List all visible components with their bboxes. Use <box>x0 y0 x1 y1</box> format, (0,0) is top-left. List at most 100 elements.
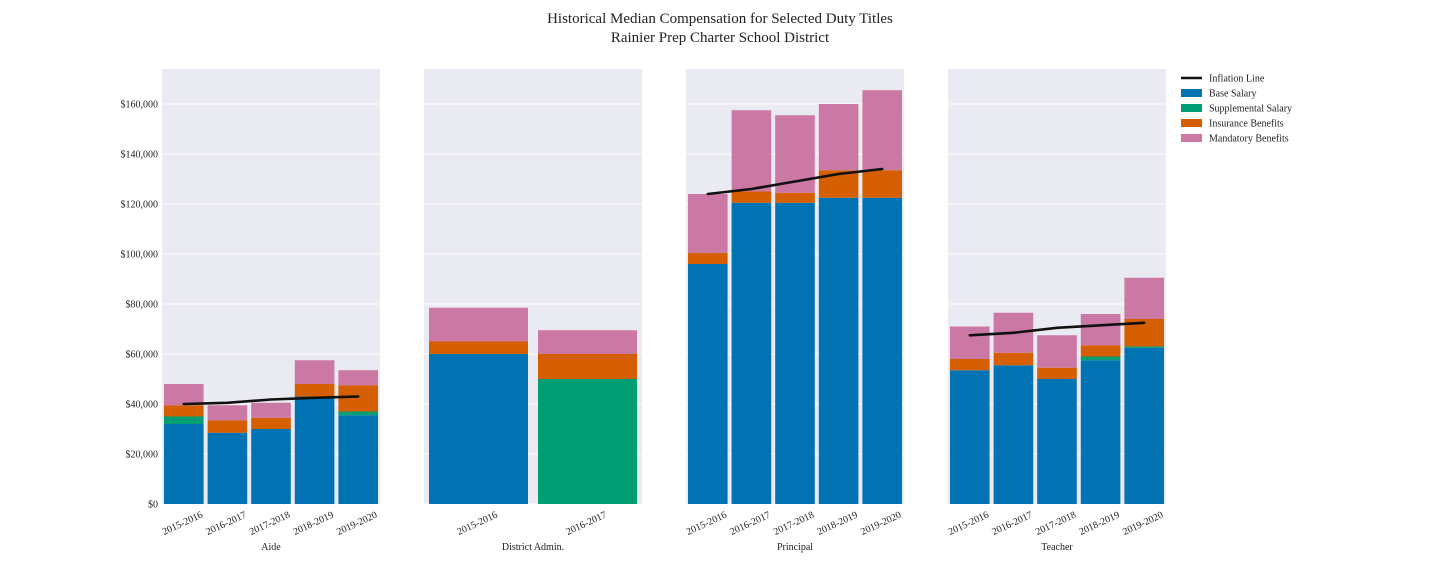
bar-insurance <box>251 417 291 429</box>
y-tick-label: $0 <box>148 500 158 511</box>
bar-base <box>775 202 815 504</box>
legend-label: Supplemental Salary <box>1209 104 1292 115</box>
inflation-line <box>968 321 1146 337</box>
bar-mandatory <box>950 326 990 359</box>
bar-mandatory <box>731 110 772 192</box>
bar-base <box>993 365 1034 504</box>
legend-swatch <box>1181 134 1202 142</box>
bar-supplemental <box>1124 346 1164 348</box>
bar-base <box>1124 347 1164 504</box>
bar-base <box>251 429 291 504</box>
panel-label: Principal <box>777 542 813 553</box>
bar-mandatory <box>207 405 248 421</box>
legend-label: Inflation Line <box>1209 74 1265 85</box>
bar-insurance <box>538 354 637 379</box>
bar-insurance <box>862 170 902 198</box>
x-tick-label: 2016-2017 <box>564 510 608 538</box>
bar-base <box>862 197 902 504</box>
bar-insurance <box>1037 367 1077 379</box>
legend-swatch <box>1181 104 1202 112</box>
legend-item: Base Salary <box>1181 89 1257 100</box>
x-tick-label: 2017-2018 <box>1034 510 1078 538</box>
y-tick-label: $60,000 <box>126 350 159 361</box>
bar-insurance <box>294 384 335 397</box>
x-tick-label: 2017-2018 <box>248 510 292 538</box>
bar-mandatory <box>251 402 291 418</box>
bar-supplemental <box>1080 356 1121 361</box>
bar-base <box>818 197 859 504</box>
panel-label: Aide <box>261 542 281 553</box>
legend-label: Mandatory Benefits <box>1209 134 1289 145</box>
legend-item: Supplemental Salary <box>1181 104 1292 115</box>
legend-swatch <box>1181 89 1202 97</box>
chart-title: Historical Median Compensation for Selec… <box>547 11 893 27</box>
bar-supplemental <box>164 416 204 424</box>
legend-label: Base Salary <box>1209 89 1257 100</box>
bar-supplemental <box>538 379 637 504</box>
bar-insurance <box>731 191 772 203</box>
bar-base <box>950 370 990 504</box>
bar-mandatory <box>1124 277 1164 319</box>
x-tick-label: 2018-2019 <box>292 510 336 538</box>
bar-insurance <box>950 359 990 371</box>
x-tick-label: 2019-2020 <box>335 510 379 538</box>
panel-2: 2015-2016 2016-2017 2017-2018 2018-2019 2019… <box>685 69 904 553</box>
panel-label: District Admin. <box>502 542 564 553</box>
bar-mandatory <box>688 194 728 253</box>
x-tick-label: 2019-2020 <box>859 510 903 538</box>
panel-label: Teacher <box>1041 542 1073 553</box>
bar-mandatory <box>164 384 204 406</box>
bar-base <box>731 202 772 504</box>
legend-label: Insurance Benefits <box>1209 119 1284 130</box>
bar-insurance <box>1080 345 1121 357</box>
bar-mandatory <box>429 307 528 342</box>
y-tick-label: $160,000 <box>121 100 159 111</box>
legend-item: Inflation Line <box>1181 74 1265 85</box>
bar-mandatory <box>538 330 637 354</box>
legend-item: Mandatory Benefits <box>1181 134 1289 145</box>
bar-base <box>688 264 728 504</box>
bar-insurance <box>775 192 815 203</box>
x-tick-label: 2017-2018 <box>772 510 816 538</box>
y-tick-label: $120,000 <box>121 200 159 211</box>
x-tick-label: 2016-2017 <box>728 510 772 538</box>
bar-base <box>164 424 204 504</box>
bar-mandatory <box>1080 314 1121 346</box>
bar-insurance <box>338 385 378 412</box>
y-tick-label: $140,000 <box>121 150 159 161</box>
bar-insurance <box>164 405 204 417</box>
x-tick-label: 2016-2017 <box>204 510 248 538</box>
legend-item: Insurance Benefits <box>1181 119 1284 130</box>
legend-swatch <box>1181 119 1202 127</box>
x-tick-label: 2015-2016 <box>161 510 205 538</box>
chart-subtitle: Rainier Prep Charter School District <box>611 30 830 46</box>
y-tick-label: $40,000 <box>126 400 159 411</box>
panel-3: 2015-2016 2016-2017 2017-2018 2018-2019 2019… <box>947 69 1166 553</box>
bar-base <box>338 415 378 504</box>
y-tick-label: $100,000 <box>121 250 159 261</box>
x-tick-label: 2015-2016 <box>455 510 499 538</box>
x-tick-label: 2019-2020 <box>1121 510 1165 538</box>
bar-base <box>1080 360 1121 504</box>
bar-mandatory <box>294 360 335 384</box>
bar-insurance <box>207 420 248 433</box>
panel-0: $0 $20,000 $40,000 $60,000 $80,000 $100,000 $1… <box>121 69 380 553</box>
x-tick-label: 2015-2016 <box>947 510 991 538</box>
y-tick-label: $20,000 <box>126 450 159 461</box>
bar-base <box>294 396 335 504</box>
bar-insurance <box>688 252 728 264</box>
x-tick-label: 2016-2017 <box>990 510 1034 538</box>
y-tick-label: $80,000 <box>126 300 159 311</box>
chart-legend: Inflation Line Base Salary Supplemental Sa… <box>1181 74 1292 145</box>
bar-supplemental <box>338 411 378 416</box>
chart-panels: $0 $20,000 $40,000 $60,000 $80,000 $100,000 $1… <box>121 69 1166 553</box>
bar-insurance <box>429 341 528 354</box>
bar-base <box>207 432 248 504</box>
x-tick-label: 2018-2019 <box>1078 510 1122 538</box>
bar-insurance <box>993 352 1034 366</box>
inflation-line <box>706 167 884 196</box>
x-tick-label: 2018-2019 <box>816 510 860 538</box>
inflation-line <box>182 395 360 406</box>
